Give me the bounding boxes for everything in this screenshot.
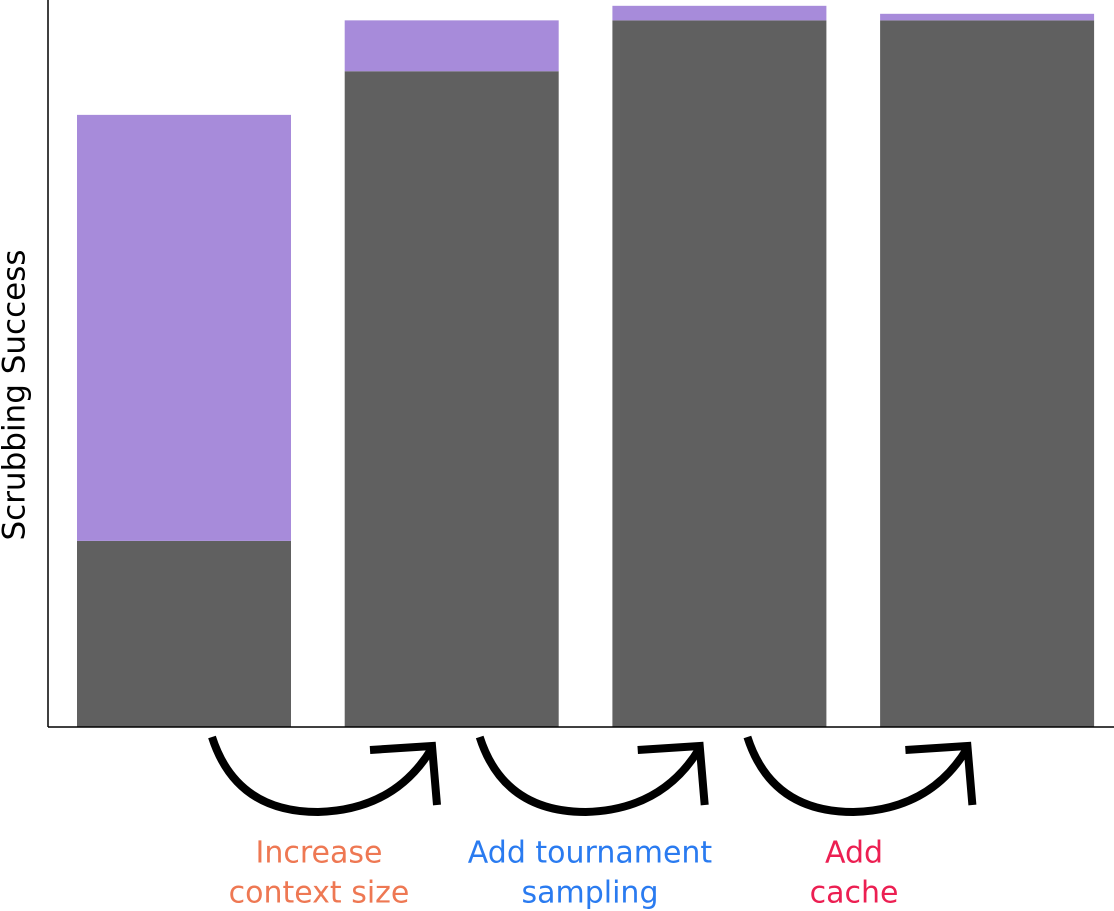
arrow-head [637, 741, 709, 806]
bar-segment [77, 540, 291, 727]
bar-segment [344, 71, 559, 728]
annotation-text: cache [810, 876, 899, 911]
annotation-text: context size [229, 876, 410, 911]
arrow [208, 735, 436, 817]
arrow [743, 735, 971, 817]
bar-segment [612, 5, 827, 21]
arrow-head [905, 741, 977, 806]
arrow [475, 735, 704, 817]
annotation-text: Add [825, 836, 883, 871]
y-axis-label: Scrubbing Success [0, 249, 33, 540]
arrow-head [369, 741, 441, 806]
annotation-text: sampling [521, 876, 658, 911]
annotation-text: Add tournament [468, 836, 713, 871]
bar-segment [880, 20, 1095, 727]
bar-segment [77, 114, 291, 541]
bar-segment [344, 20, 559, 72]
bar-segment [612, 20, 827, 727]
annotation-text: Increase [256, 836, 383, 871]
bar-segment [880, 13, 1095, 21]
